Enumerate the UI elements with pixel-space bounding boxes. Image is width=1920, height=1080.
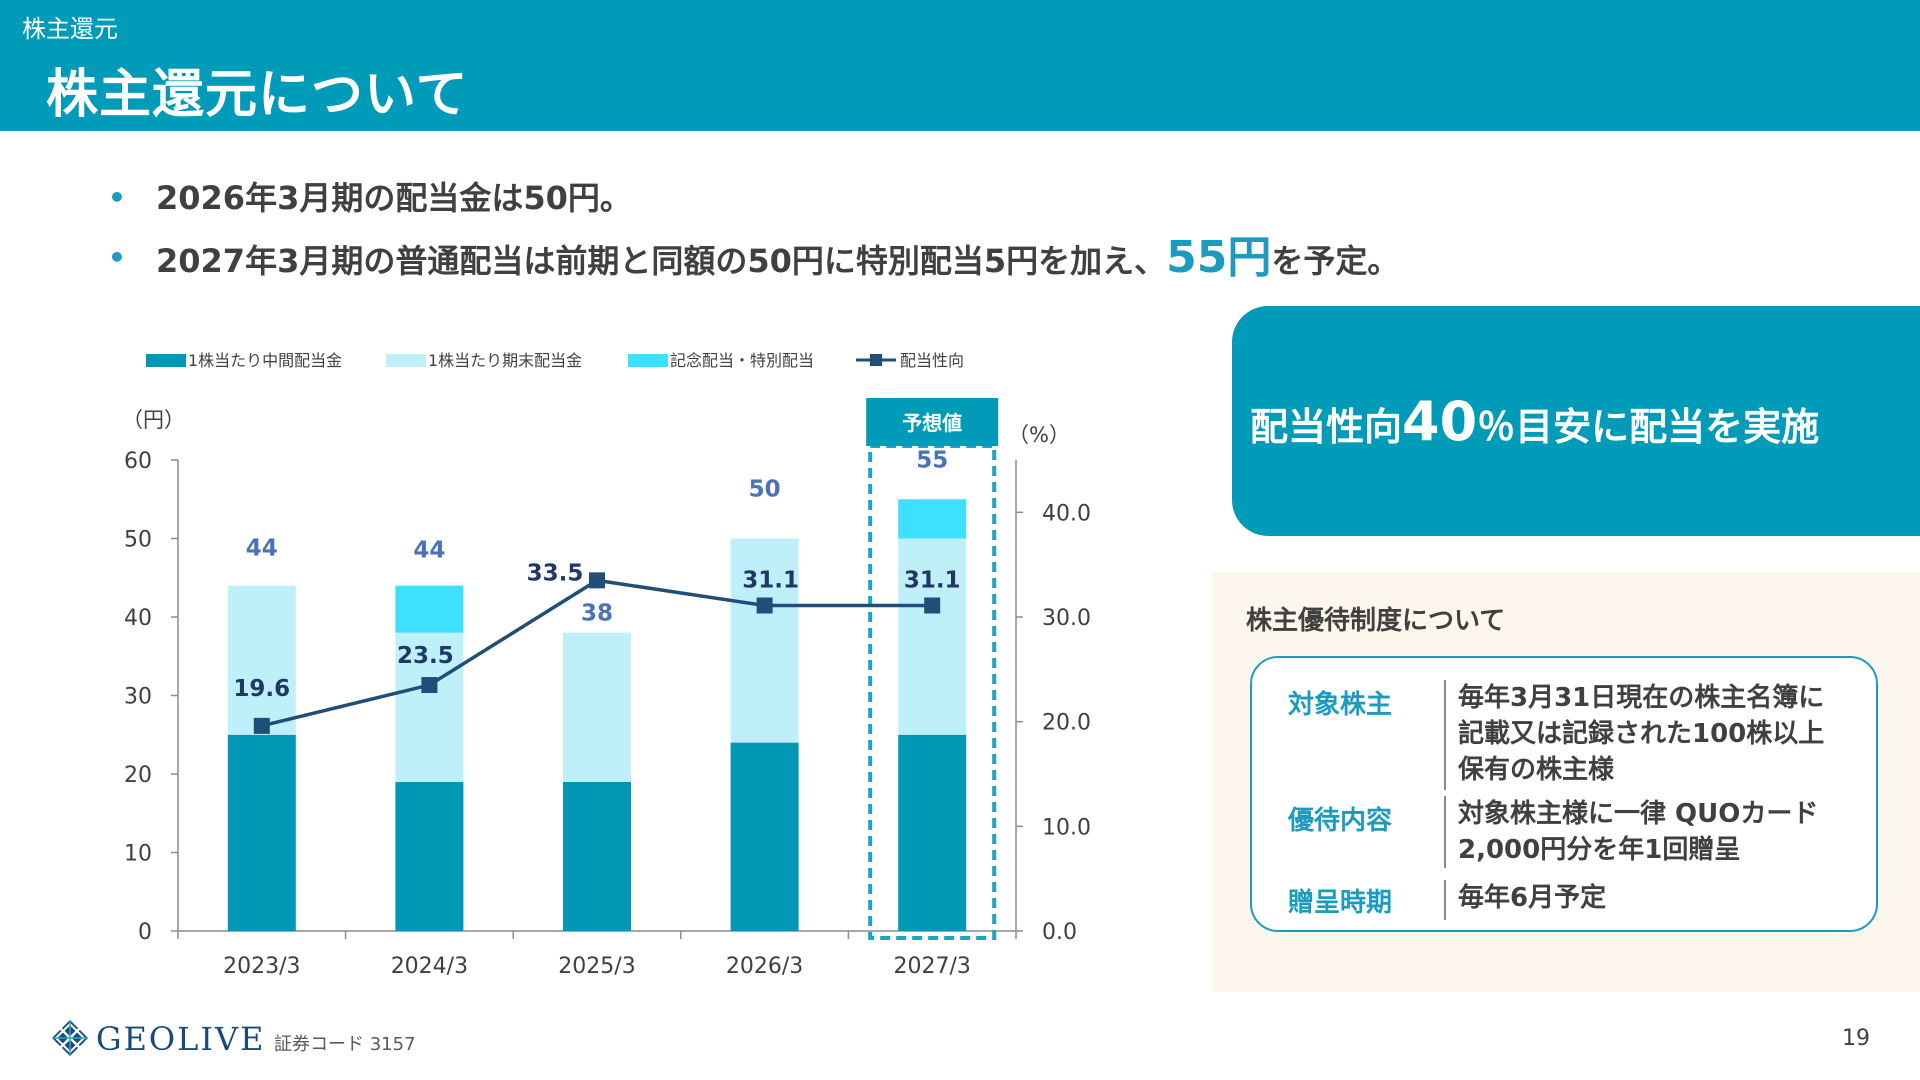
payout-ratio-marker <box>421 677 438 694</box>
y-tick-label-right: 0.0 <box>1042 920 1077 945</box>
legend-swatch <box>628 354 668 367</box>
bullet-text-2-end: を予定。 <box>1271 242 1400 280</box>
legend-swatch <box>386 354 426 367</box>
bar-total-label: 55 <box>916 447 948 473</box>
bullet-dot-icon: • <box>108 241 126 274</box>
benefit-label: 対象株主 <box>1288 690 1393 720</box>
y-tick-label-right: 10.0 <box>1042 815 1091 840</box>
payout-ratio-text: 配当性向40％目安に配当を実施 <box>1250 390 1819 453</box>
bar-segment <box>730 742 799 931</box>
benefit-label: 贈呈時期 <box>1288 888 1393 918</box>
payout-ratio-label: 31.1 <box>904 567 961 593</box>
legend-line-marker <box>870 354 882 366</box>
bullet-list: • 2026年3月期の配当金は50円。 • 2027年3月期の普通配当は前期と同額の… <box>108 168 1399 288</box>
page-title: 株主還元について <box>46 65 469 125</box>
benefit-value: 毎年6月予定 <box>1458 883 1607 913</box>
bullet-accent-amount: 55円 <box>1166 232 1272 283</box>
header-bar: 株主還元 株主還元について <box>0 0 1920 131</box>
bullet-dot-icon: • <box>108 181 126 214</box>
bar-segment <box>563 781 631 931</box>
bar-segment <box>898 734 967 931</box>
y-tick-label-right: 30.0 <box>1042 606 1091 631</box>
y-tick-label-left: 30 <box>124 685 152 710</box>
stock-code: 証券コード 3157 <box>274 1034 416 1055</box>
payout-suffix: ％目安に配当を実施 <box>1477 405 1820 449</box>
bar-segment <box>395 585 464 633</box>
payout-prefix: 配当性向 <box>1250 405 1403 449</box>
bar-segment <box>395 781 464 931</box>
benefit-divider <box>1444 796 1446 868</box>
payout-ratio-marker <box>253 717 270 734</box>
bar-segment <box>227 734 296 931</box>
y-tick-label-left: 0 <box>138 920 152 945</box>
bullet-item-1: • 2026年3月期の配当金は50円。 <box>108 168 1399 228</box>
legend-label: 配当性向 <box>900 351 964 370</box>
benefit-divider <box>1444 680 1446 790</box>
bar-segment <box>563 632 631 782</box>
dividend-chart: 1株当たり中間配当金 1株当たり期末配当金 記念配当・特別配当 配当性向 0 10 20 30… <box>122 351 1091 979</box>
bar-total-label: 44 <box>246 536 278 562</box>
y-tick-label-right: 40.0 <box>1042 501 1091 526</box>
legend-label: 1株当たり期末配当金 <box>428 351 582 370</box>
y-tick-label-left: 20 <box>124 763 152 788</box>
x-tick-label: 2027/3 <box>893 954 970 979</box>
payout-ratio-label: 23.5 <box>397 643 454 669</box>
y-tick-label-left: 60 <box>124 449 152 474</box>
bar-total-label: 38 <box>581 601 613 627</box>
payout-ratio-marker <box>589 572 605 589</box>
bar-segment <box>730 538 799 743</box>
y-tick-label-left: 40 <box>124 606 152 631</box>
legend-label: 記念配当・特別配当 <box>670 351 814 370</box>
y-axis-label-right: （%） <box>1008 423 1070 447</box>
x-tick-label: 2026/3 <box>726 954 803 979</box>
bullet-text-2: 2027年3月期の普通配当は前期と同額の50円に特別配当5円を加え、 <box>156 242 1167 280</box>
benefit-value: 毎年3月31日現在の株主名簿に 記載又は記録された100株以上 保有の株主様 <box>1458 683 1825 785</box>
legend-swatch <box>146 354 186 367</box>
bar-total-label: 50 <box>749 477 781 503</box>
bullet-item-2: • 2027年3月期の普通配当は前期と同額の50円に特別配当5円を加え、55円を予… <box>108 228 1399 288</box>
x-tick-label: 2025/3 <box>558 954 635 979</box>
forecast-frame <box>868 444 997 940</box>
benefit-value: 対象株主様に一律 QUOカード 2,000円分を年1回贈呈 <box>1458 799 1819 865</box>
payout-ratio-marker <box>924 597 941 614</box>
payout-ratio-marker <box>756 597 773 614</box>
y-axis-label-left: （円） <box>122 408 185 432</box>
bar-segment <box>898 538 967 735</box>
benefit-title: 株主優待制度について <box>1246 606 1506 636</box>
y-tick-label-right: 20.0 <box>1042 711 1091 736</box>
bullet-text-1: 2026年3月期の配当金は50円。 <box>156 179 632 217</box>
forecast-badge <box>866 398 999 446</box>
payout-value: 40 <box>1402 390 1478 453</box>
y-tick-label-left: 10 <box>124 842 152 867</box>
x-tick-label: 2023/3 <box>223 954 300 979</box>
benefit-label: 優待内容 <box>1288 806 1393 836</box>
bar-segment <box>227 585 296 735</box>
x-tick-label: 2024/3 <box>391 954 468 979</box>
payout-ratio-label: 19.6 <box>233 676 290 702</box>
payout-ratio-label: 33.5 <box>527 560 584 586</box>
payout-ratio-banner: 配当性向40％目安に配当を実施 <box>1232 306 1920 536</box>
brand-name: GEOLIVE <box>96 1020 266 1058</box>
payout-ratio-label: 31.1 <box>742 567 799 593</box>
shareholder-benefit-panel: 株主優待制度について 対象株主 毎年3月31日現在の株主名簿に 記載又は記録され… <box>1212 572 1920 992</box>
benefit-divider <box>1444 880 1446 920</box>
page-number: 19 <box>1842 1026 1870 1051</box>
forecast-label: 予想値 <box>902 411 962 435</box>
geolive-logo-icon <box>52 1020 88 1056</box>
breadcrumb: 株主還元 <box>22 15 118 43</box>
bar-total-label: 44 <box>413 538 445 564</box>
benefit-card: 対象株主 毎年3月31日現在の株主名簿に 記載又は記録された100株以上 保有の… <box>1250 656 1878 932</box>
bar-segment <box>898 499 967 539</box>
bar-segment <box>395 632 464 782</box>
y-tick-label-left: 50 <box>124 528 152 553</box>
legend-label: 1株当たり中間配当金 <box>188 351 342 370</box>
